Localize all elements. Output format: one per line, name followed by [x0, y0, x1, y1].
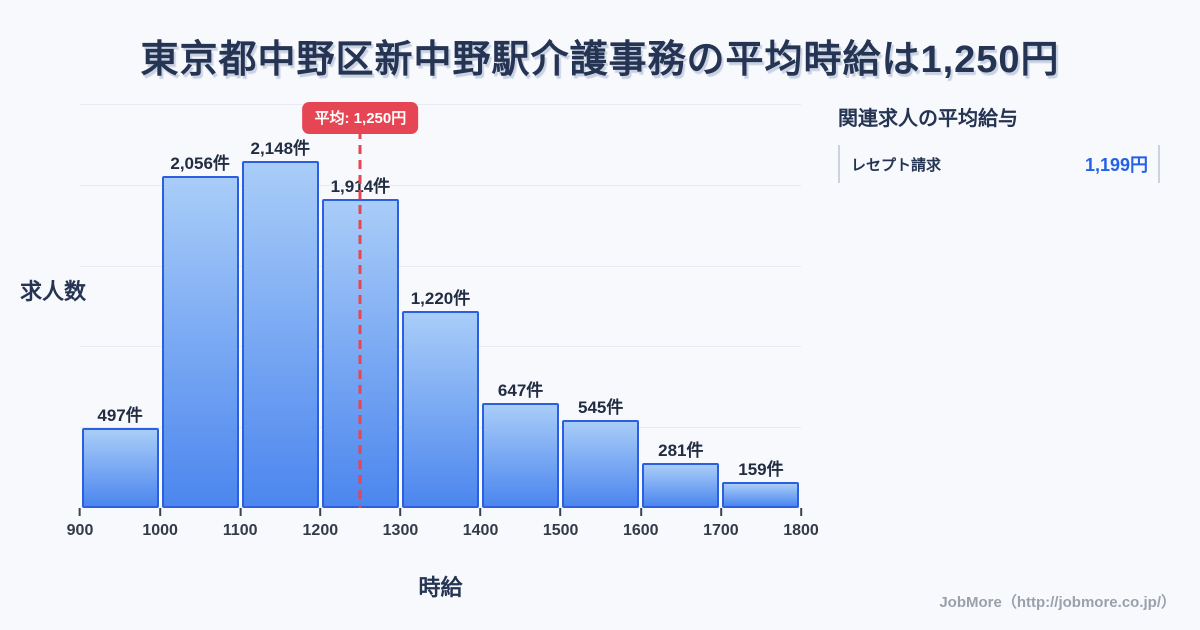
x-tick-1000: 1000 [142, 508, 178, 540]
bar-value-label: 545件 [578, 397, 624, 417]
bar-value-label: 159件 [738, 460, 784, 480]
bar-900: 497件 [81, 406, 159, 508]
tick-label: 1500 [542, 522, 579, 539]
x-tick-1800: 1800 [783, 508, 819, 540]
bars: 497件2,056件2,148件1,914件1,220件647件545件281件… [80, 104, 801, 508]
bar-value-label: 647件 [497, 381, 544, 401]
bar-value-label: 1,220件 [410, 288, 471, 308]
tick-mark [239, 508, 242, 516]
x-tick-1500: 1500 [542, 508, 579, 540]
average-badge: 平均: 1,250円 [302, 102, 419, 134]
tick-label: 1400 [462, 522, 499, 539]
bar-1500: 545件 [562, 398, 640, 508]
x-tick-1300: 1300 [382, 508, 419, 540]
x-tick-1100: 1100 [223, 508, 258, 540]
tick-mark [639, 508, 642, 516]
x-axis: 900 1000 1100 1200 1300 1400 1500 1600 1700 1800 [67, 508, 819, 548]
tick-label: 900 [66, 522, 94, 539]
x-tick-900: 900 [66, 508, 94, 540]
bar-value-label: 2,148件 [250, 138, 311, 158]
average-line [358, 130, 362, 508]
tick-label: 1100 [222, 522, 258, 539]
gridline-1500 [80, 265, 801, 267]
y-axis-label: 求人数 [20, 279, 87, 304]
tick-mark [399, 508, 402, 516]
bar-1600: 281件 [642, 441, 720, 508]
tick-mark [319, 508, 322, 516]
gridline-2000 [80, 184, 801, 186]
tick-label: 1300 [382, 522, 419, 539]
tick-label: 1000 [142, 522, 178, 539]
tick-mark [78, 508, 81, 516]
tick-label: 1800 [783, 522, 819, 539]
x-tick-1400: 1400 [462, 508, 499, 540]
x-axis-label: 時給 [418, 575, 463, 600]
tick-mark [800, 508, 802, 516]
x-tick-1600: 1600 [623, 508, 659, 540]
bar-value-label: 2,056件 [170, 153, 230, 173]
related-job-label: レセプト請求 [851, 156, 942, 174]
tick-label: 1200 [302, 522, 339, 539]
tick-mark [719, 508, 722, 516]
site-credit: JobMore（http://jobmore.co.jp/） [939, 594, 1176, 611]
bar-1000: 2,056件 [161, 154, 239, 508]
gridline-2500 [80, 104, 801, 105]
x-tick-1700: 1700 [703, 508, 739, 540]
tick-label: 1600 [622, 522, 659, 539]
related-jobs-heading: 関連求人の平均給与 [838, 108, 1018, 130]
bar-1400: 647件 [482, 381, 560, 508]
bar-1300: 1,220件 [401, 289, 480, 508]
histogram-plot: 497件2,056件2,148件1,914件1,220件647件545件281件… [80, 102, 801, 508]
bar-1700: 159件 [722, 460, 800, 508]
tick-label: 1700 [703, 522, 739, 539]
related-job-value: 1,199円 [1084, 155, 1148, 175]
tick-mark [479, 508, 482, 516]
tick-mark [559, 508, 562, 516]
bar-value-label: 497件 [97, 405, 143, 425]
x-tick-1200: 1200 [302, 508, 339, 540]
tick-mark [159, 508, 162, 516]
page-title: 東京都中野区新中野駅介護事務の平均時給は1,250円 [140, 39, 1060, 81]
bar-1100: 2,148件 [241, 139, 319, 508]
related-job-row: レセプト請求 1,199円 [838, 145, 1160, 183]
bar-value-label: 281件 [658, 440, 704, 460]
